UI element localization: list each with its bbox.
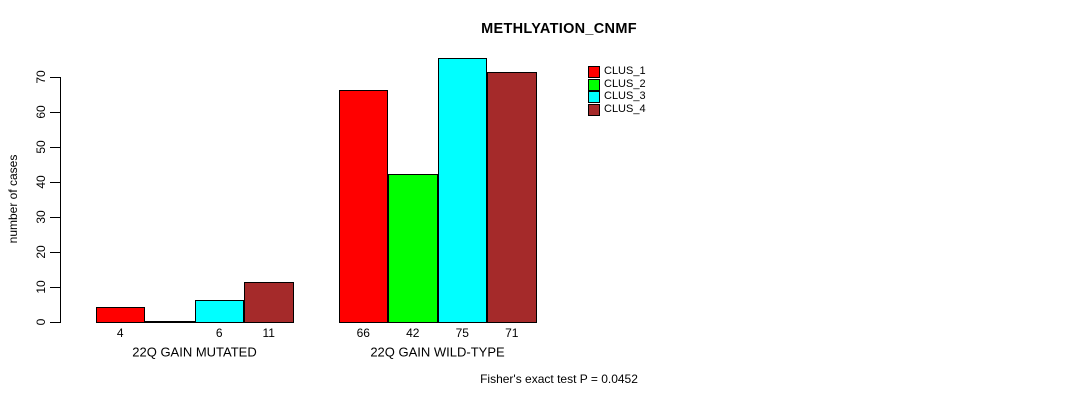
bar-CLUS_4 <box>487 72 537 323</box>
y-axis-tick <box>50 286 60 288</box>
y-axis-tick <box>50 181 60 183</box>
y-axis-tick <box>50 146 60 148</box>
y-axis-tick <box>50 321 60 323</box>
legend-swatch-icon <box>588 91 600 104</box>
legend-label: CLUS_3 <box>604 90 646 103</box>
bar-CLUS_4 <box>244 282 294 323</box>
legend-label: CLUS_2 <box>604 77 646 90</box>
y-axis-tick <box>50 216 60 218</box>
x-axis-group-label: 22Q GAIN WILD-TYPE <box>370 344 505 360</box>
bar-CLUS_2 <box>145 321 195 323</box>
y-axis-tick-label: 0 <box>34 318 48 326</box>
bar-CLUS_3 <box>437 58 487 323</box>
y-axis-tick <box>50 111 60 113</box>
y-axis-tick-label: 70 <box>34 70 48 84</box>
y-axis-line <box>60 77 61 323</box>
bar-value-label: 4 <box>116 326 124 340</box>
bar-value-label: 6 <box>215 326 223 340</box>
bar-value-label: 75 <box>455 326 469 340</box>
fisher-test-annotation: Fisher's exact test P = 0.0452 <box>480 372 638 386</box>
legend-swatch-icon <box>588 66 600 78</box>
y-axis-tick <box>50 251 60 253</box>
y-axis-tick-label: 60 <box>34 105 48 119</box>
bar-CLUS_1 <box>338 90 388 323</box>
bar-value-label: 11 <box>262 326 275 340</box>
legend-label: CLUS_1 <box>604 65 646 77</box>
y-axis-tick-label: 40 <box>34 175 48 189</box>
legend-swatch-icon <box>588 104 600 117</box>
y-axis-tick-label: 50 <box>34 140 48 154</box>
y-axis-tick-label: 10 <box>34 280 48 294</box>
legend-swatch-icon <box>588 78 600 91</box>
legend-label: CLUS_4 <box>604 103 646 116</box>
chart-title: METHLYATION_CNMF <box>481 21 637 37</box>
bar-CLUS_2 <box>388 174 438 323</box>
y-axis-label: number of cases <box>6 154 20 244</box>
y-axis-tick <box>50 76 60 78</box>
y-axis-tick-label: 30 <box>34 210 48 224</box>
bar-value-label: 66 <box>356 326 370 340</box>
bar-CLUS_1 <box>95 307 145 323</box>
bar-value-label: 42 <box>406 326 420 340</box>
bar-value-label: 71 <box>505 326 519 340</box>
bar-CLUS_3 <box>194 300 244 323</box>
y-axis-tick-label: 20 <box>34 245 48 259</box>
x-axis-group-label: 22Q GAIN MUTATED <box>132 344 257 360</box>
